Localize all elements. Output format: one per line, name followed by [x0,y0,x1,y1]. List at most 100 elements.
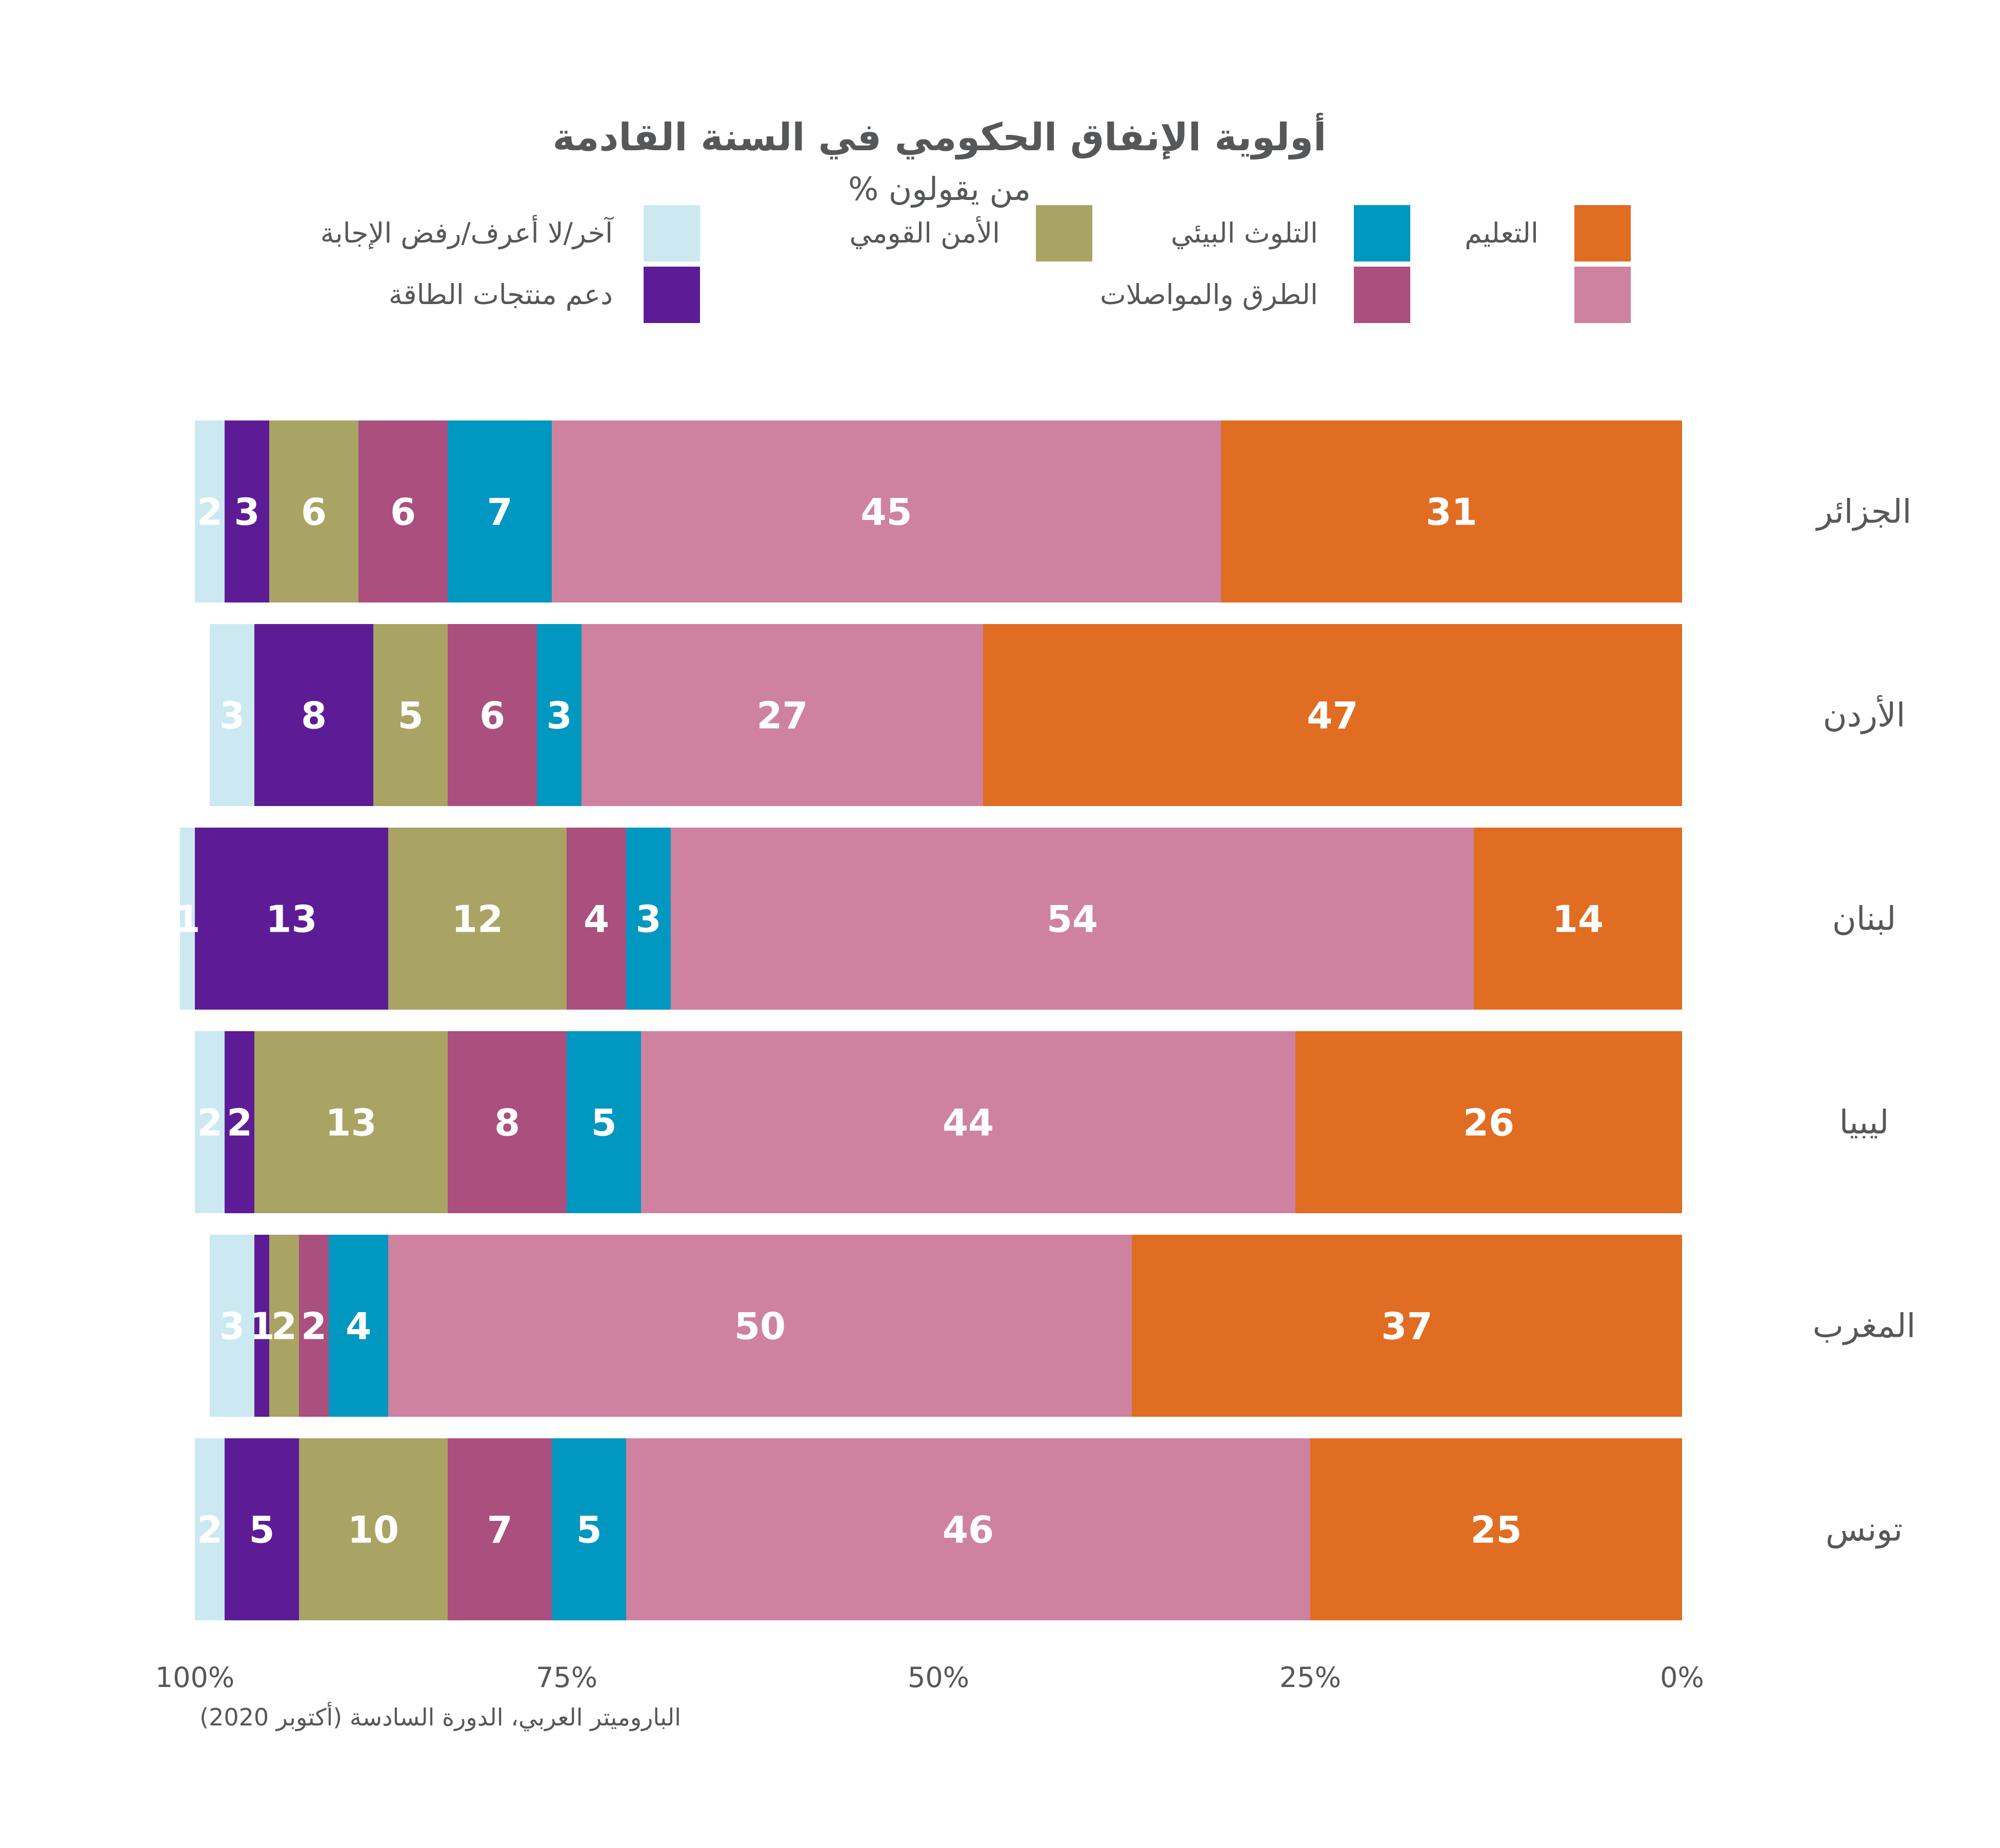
legend-item-pollution: التلوث البيئي [1171,205,1410,262]
bar-segment [388,828,567,1010]
data-label: 37 [1381,1305,1432,1348]
bar-segment [1221,420,1682,602]
bar-segment [671,828,1474,1010]
data-label: 44 [943,1101,994,1144]
data-label: 3 [219,694,245,737]
bar-segment [552,1438,626,1620]
category-label: الأردن [1823,695,1906,735]
data-label: 14 [1552,898,1604,941]
data-label: 27 [756,694,808,737]
bar-segment [388,1235,1132,1417]
bar-segment [269,1235,299,1417]
data-label: 26 [1463,1101,1514,1144]
bars: 3145766324727365831454341213126445813223… [174,420,1682,1620]
legend-swatch [644,267,700,323]
bar-segment [626,1438,1310,1620]
data-label: 6 [390,491,416,534]
data-label: 1 [174,898,200,941]
bar-segment [195,1438,225,1620]
bar-segment [195,420,225,602]
country-labels: الجزائر الأردن لبنان ليبيا المغرب تونس [1813,493,1916,1549]
bar-segment [448,624,537,806]
data-label: 31 [1426,491,1477,534]
legend-swatch [1036,205,1092,262]
bar-segment [299,1438,448,1620]
bar-segment [1132,1235,1682,1417]
legend-label: التلوث البيئي [1171,217,1318,249]
bar-segment [195,1031,225,1213]
bar-segment [210,624,254,806]
bar-segment [552,420,1221,602]
bar-row: 14 54 34 12 13 1 [174,828,1682,1010]
bar-segment [254,1235,269,1417]
data-label: 7 [487,491,512,534]
x-tick-label: 0% [1660,1661,1704,1694]
bar-segment [1474,828,1682,1010]
bar-segment [329,1235,388,1417]
data-label: 12 [452,898,503,941]
category-label: تونس [1826,1511,1903,1549]
chart-subtitle: % من يقولون [848,170,1031,208]
legend-swatch [1574,267,1631,323]
data-label: 2 [227,1101,252,1144]
data-label: 4 [584,898,609,941]
bar-segment [195,828,388,1010]
data-label: 2 [271,1305,297,1348]
data-label: 13 [325,1101,376,1144]
bar-segment [254,624,373,806]
data-label: 45 [861,491,912,534]
data-label: 3 [219,1305,245,1348]
data-label: 2 [301,1305,327,1348]
legend-swatch [1574,205,1631,262]
data-label: 6 [479,694,505,737]
data-label: 47 [1307,694,1358,737]
x-tick-label: 75% [536,1661,597,1694]
bar-segment [269,420,358,602]
legend-item-other: آخر/لا أعرف/رفض الإجابة [321,205,700,262]
legend-label: التعليم [1465,217,1538,249]
category-label: الجزائر [1815,493,1912,531]
bar-row: 26 44 5 8 13 22 [195,1031,1682,1213]
bar-segment [626,828,671,1010]
legend-label: آخر/لا أعرف/رفض الإجابة [321,215,614,249]
bar-segment [299,1235,329,1417]
bar-segment [567,828,626,1010]
x-tick-label: 100% [155,1661,234,1694]
data-label: 25 [1470,1509,1522,1552]
data-label: 3 [546,694,572,737]
legend-swatch [644,205,700,262]
bar-segment [225,1031,254,1213]
legend-label: الأمن القومي [849,216,1000,249]
legend-item-education: التعليم [1465,205,1631,262]
category-label: لبنان [1832,900,1896,938]
legend-item-energy: دعم منتجات الطاقة [389,267,700,323]
x-tick-label: 50% [908,1661,969,1694]
bar-segment [582,624,983,806]
source-note: الباروميتر العربي، الدورة السادسة (أكتوب… [199,1702,681,1732]
data-label: 54 [1047,898,1098,941]
category-label: ليبيا [1839,1104,1889,1142]
data-label: 8 [301,694,327,737]
category-label: المغرب [1813,1308,1916,1345]
data-label: 3 [635,898,661,941]
bar-segment [180,828,195,1010]
legend-item-health [1574,267,1631,323]
x-tick-label: 25% [1279,1661,1341,1694]
legend-label: دعم منتجات الطاقة [389,278,613,311]
bar-segment [254,1031,448,1213]
data-label: 5 [591,1101,616,1144]
bar-segment [448,420,552,602]
data-label: 2 [197,491,223,534]
bar-segment [641,1031,1295,1213]
data-label: 5 [576,1509,602,1552]
legend: التعليم التلوث البيئي الطرق والمواصلات الأم… [321,205,1631,323]
data-label: 10 [348,1509,399,1552]
legend-swatch [1354,205,1410,262]
bar-segment [448,1031,567,1213]
bar-segment [567,1031,641,1213]
x-axis: 0% 25% 50% 75% 100% [155,1661,1704,1694]
legend-item-roads: الطرق والمواصلات [1100,267,1410,323]
